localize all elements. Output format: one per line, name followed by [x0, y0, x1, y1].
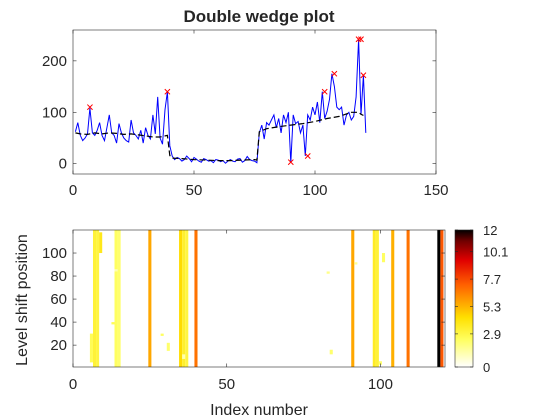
x-tick-label: 50: [218, 376, 235, 393]
y-tick-label: 0: [59, 156, 67, 173]
heatmap-column: [351, 230, 355, 367]
heatmap-cell: [111, 322, 115, 325]
chart-title: Double wedge plot: [183, 7, 334, 26]
heatmap-cell: [354, 262, 358, 265]
y-axis-label: Level shift position: [14, 234, 31, 366]
heatmap-axes: 0 50 100 20 40 60 80 100 Index number Level shi…: [14, 229, 446, 419]
heatmap-cell: [166, 342, 170, 351]
heatmap-column: [375, 230, 379, 367]
colorbar-tick-label: 2.9: [483, 327, 501, 342]
heatmap-column: [194, 230, 198, 367]
level-fit-line: [75, 111, 364, 162]
colorbar-tick-label: 12: [483, 223, 497, 238]
heatmap-cell: [329, 349, 333, 355]
colorbar-tick-label: 0: [483, 360, 490, 375]
outlier-marker: [360, 72, 367, 79]
colorbar-tick-label: 7.7: [483, 272, 501, 287]
heatmap-cell: [378, 361, 382, 365]
x-axis-label: Index number: [210, 402, 309, 419]
y-tick-label: 60: [50, 291, 67, 308]
y-tick-label: 20: [50, 337, 67, 354]
heatmap-cell: [89, 333, 93, 363]
x-tick-label: 100: [368, 376, 393, 393]
outlier-marker: [331, 70, 338, 77]
heatmap-column: [372, 230, 376, 367]
colorbar-gradient: [454, 229, 474, 368]
heatmap-cell: [326, 271, 330, 274]
colorbar: 0 2.9 5.3 7.7 10.1 12: [454, 223, 508, 375]
heatmap-cell: [99, 232, 103, 254]
heatmap-column: [437, 230, 441, 367]
line-plot-axes: 0 50 100 150 0 100 200: [42, 29, 449, 199]
heatmap-column: [182, 230, 186, 367]
heatmap-background: [73, 230, 445, 367]
x-tick-label: 0: [69, 376, 77, 393]
outlier-marker: [321, 88, 328, 95]
y-tick-label: 100: [42, 104, 67, 121]
heatmap-cell: [114, 269, 118, 272]
heatmap-column: [117, 230, 121, 367]
colorbar-tick-label: 5.3: [483, 299, 501, 314]
heatmap-frame: [72, 229, 446, 368]
series-line: [74, 39, 367, 164]
x-tick-label: 150: [423, 182, 448, 199]
x-tick-label: 0: [69, 182, 77, 199]
heatmap-column: [406, 230, 410, 367]
heatmap-column: [185, 230, 189, 367]
outlier-marker: [358, 36, 364, 43]
outlier-marker: [86, 104, 93, 111]
colorbar-tick-label: 10.1: [483, 245, 508, 260]
heatmap-column: [440, 230, 444, 367]
y-tick-label: 40: [50, 314, 67, 331]
heatmap-column: [391, 230, 395, 367]
y-tick-label: 200: [42, 53, 67, 70]
heatmap-column: [148, 230, 152, 367]
y-tick-label: 80: [50, 268, 67, 285]
x-tick-label: 50: [186, 182, 203, 199]
heatmap-column: [179, 230, 183, 367]
heatmap-column: [92, 230, 97, 367]
x-tick-label: 100: [302, 182, 327, 199]
outlier-marker: [355, 36, 362, 43]
heatmap-column: [96, 230, 100, 367]
outlier-marker: [164, 88, 171, 95]
heatmap-cell: [381, 253, 386, 263]
line-plot-background: [72, 29, 437, 175]
heatmap-cell: [160, 333, 164, 336]
outlier-marker: [304, 153, 311, 159]
heatmap-column: [114, 230, 118, 367]
outlier-marker: [287, 159, 294, 166]
y-tick-label: 100: [42, 245, 67, 262]
heatmap-cell: [182, 354, 186, 359]
